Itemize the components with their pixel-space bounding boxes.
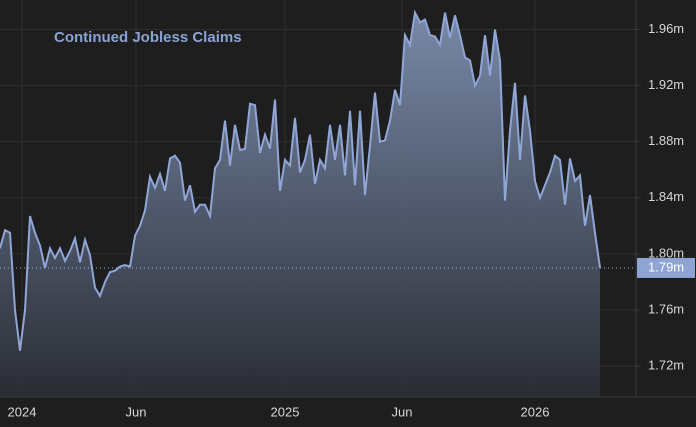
chart-title: Continued Jobless Claims xyxy=(54,29,242,46)
x-tick-label: 2025 xyxy=(271,404,300,419)
line xyxy=(0,9,601,351)
y-tick-label: 1.84m xyxy=(648,189,684,204)
y-tick-label: 1.72m xyxy=(648,358,684,373)
y-tick-label: 1.80m xyxy=(648,245,684,260)
y-tick-label: 1.96m xyxy=(648,21,684,36)
y-tick-label: 1.92m xyxy=(648,77,684,92)
last-value-box xyxy=(637,257,695,278)
x-tick-label: Jun xyxy=(126,404,147,419)
last-value-label: 1.79m xyxy=(648,259,684,274)
y-tick-label: 1.88m xyxy=(648,133,684,148)
y-tick-label: 1.76m xyxy=(648,301,684,316)
x-tick-label: 2024 xyxy=(8,404,37,419)
x-tick-label: Jun xyxy=(392,404,413,419)
area-fill xyxy=(0,12,600,397)
x-tick-label: 2026 xyxy=(521,404,550,419)
